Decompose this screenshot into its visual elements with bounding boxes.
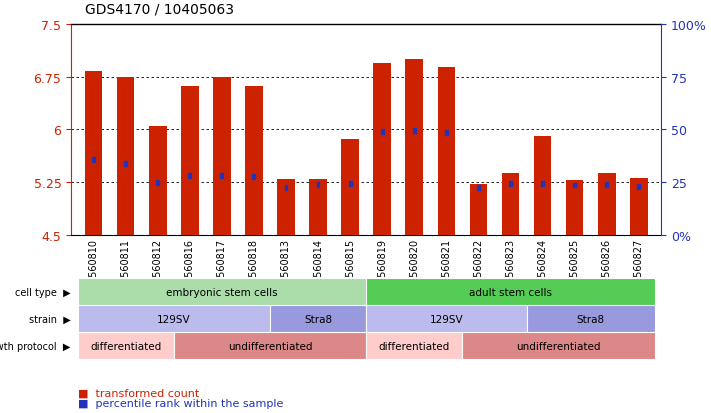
Bar — [437, 68, 455, 235]
Bar — [92, 158, 95, 163]
Text: Stra8: Stra8 — [304, 314, 332, 324]
Bar — [309, 180, 327, 235]
Text: differentiated: differentiated — [379, 341, 450, 351]
Bar — [469, 185, 487, 235]
Text: differentiated: differentiated — [90, 341, 161, 351]
Bar — [527, 306, 655, 332]
Bar — [181, 87, 198, 235]
Bar — [366, 332, 462, 359]
Text: GDS4170 / 10405063: GDS4170 / 10405063 — [85, 2, 235, 17]
Bar — [213, 78, 230, 235]
Bar — [277, 180, 295, 235]
Bar — [117, 78, 134, 235]
Bar — [149, 127, 166, 235]
Text: adult stem cells: adult stem cells — [469, 287, 552, 297]
Bar — [348, 182, 351, 187]
Bar — [252, 175, 255, 180]
Bar — [605, 183, 608, 188]
Text: ■  percentile rank within the sample: ■ percentile rank within the sample — [78, 398, 284, 408]
Bar — [541, 182, 544, 187]
Bar — [341, 139, 359, 235]
Text: ■  transformed count: ■ transformed count — [78, 387, 200, 397]
Bar — [85, 72, 102, 235]
Bar — [77, 279, 366, 306]
Bar — [373, 64, 391, 235]
Bar — [77, 332, 173, 359]
Bar — [405, 60, 423, 235]
Bar — [316, 183, 319, 188]
Bar — [366, 279, 655, 306]
Text: undifferentiated: undifferentiated — [228, 341, 312, 351]
Text: undifferentiated: undifferentiated — [516, 341, 601, 351]
Bar — [284, 185, 287, 190]
Bar — [413, 128, 416, 133]
Bar — [270, 306, 366, 332]
Text: 129SV: 129SV — [157, 314, 191, 324]
Text: cell type  ▶: cell type ▶ — [15, 287, 70, 297]
Bar — [477, 185, 480, 190]
Bar — [173, 332, 366, 359]
Text: Stra8: Stra8 — [577, 314, 605, 324]
Bar — [502, 173, 519, 235]
Bar — [445, 131, 448, 135]
Bar — [220, 173, 223, 178]
Bar — [637, 185, 640, 190]
Bar — [77, 306, 270, 332]
Bar — [366, 306, 527, 332]
Bar — [462, 332, 655, 359]
Text: 129SV: 129SV — [429, 314, 463, 324]
Bar — [566, 180, 584, 235]
Bar — [573, 183, 576, 188]
Bar — [509, 182, 512, 187]
Text: growth protocol  ▶: growth protocol ▶ — [0, 341, 70, 351]
Bar — [245, 87, 263, 235]
Bar — [124, 161, 127, 166]
Text: embryonic stem cells: embryonic stem cells — [166, 287, 278, 297]
Bar — [534, 137, 552, 235]
Bar — [381, 130, 384, 135]
Bar — [598, 173, 616, 235]
Bar — [630, 178, 648, 235]
Text: strain  ▶: strain ▶ — [28, 314, 70, 324]
Bar — [156, 180, 159, 185]
Bar — [188, 173, 191, 178]
